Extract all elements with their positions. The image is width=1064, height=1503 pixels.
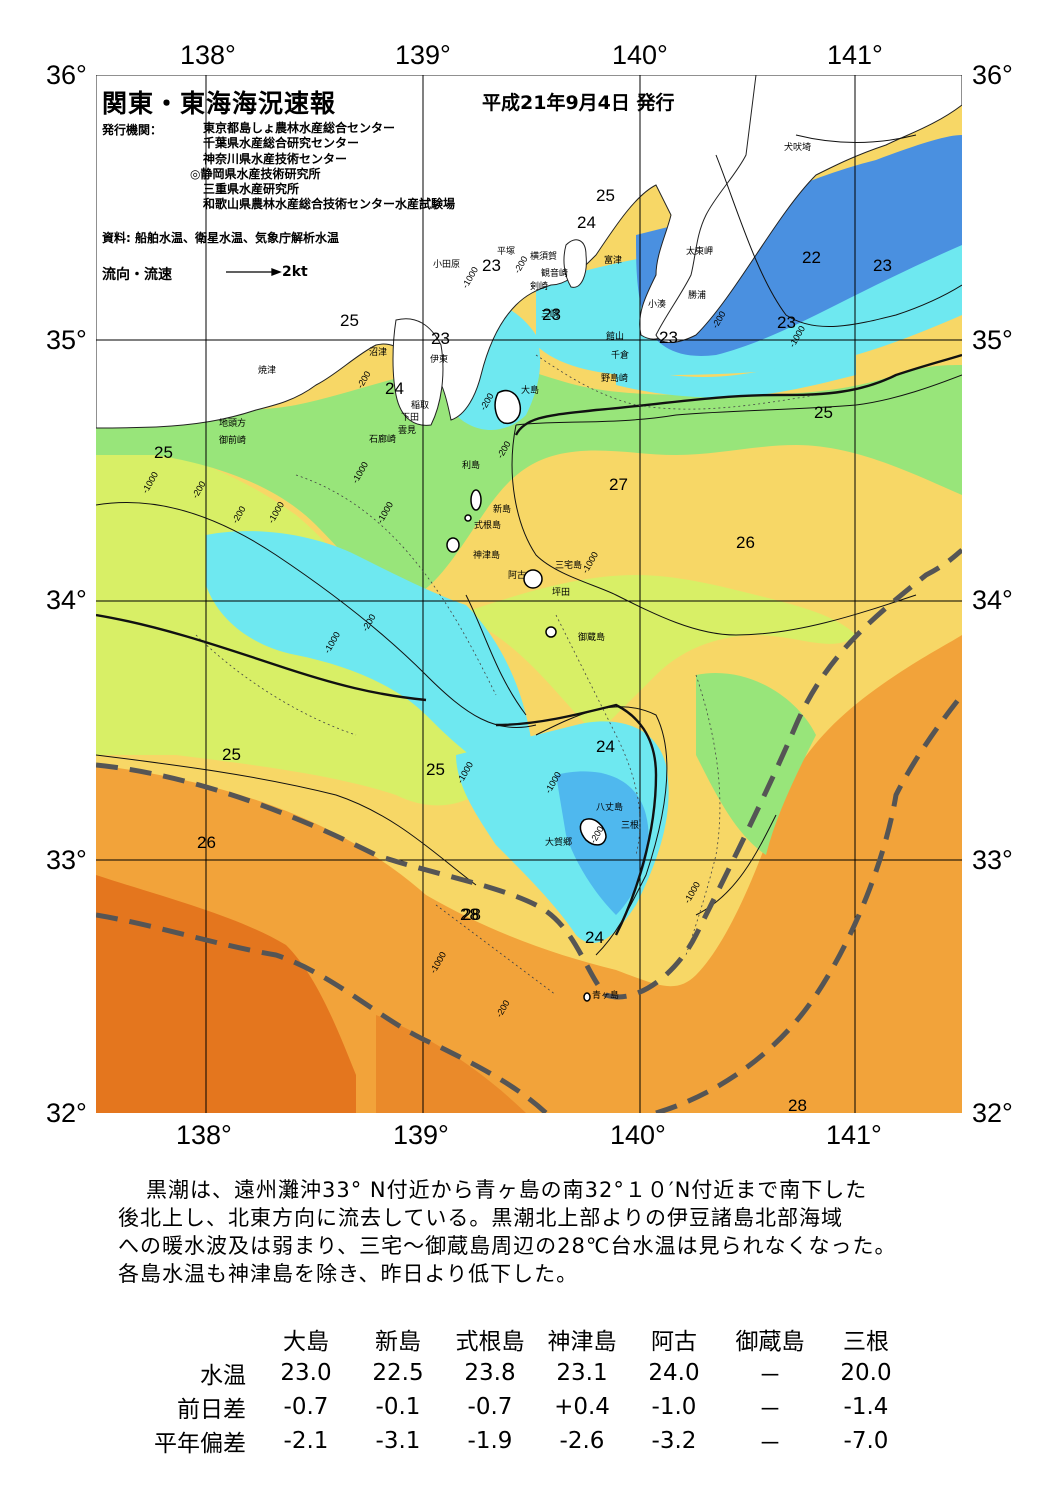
column-header: 御蔵島: [735, 1329, 805, 1355]
lat-tick-35-right: 35°: [972, 325, 1013, 355]
flow-legend-arrow: [226, 268, 282, 276]
table-cell: －: [758, 1431, 782, 1457]
lon-tick-138-top: 138°: [180, 40, 236, 70]
lat-tick-35-left: 35°: [46, 325, 87, 355]
table-cell: -2.6: [559, 1428, 605, 1454]
island-oshima: [494, 389, 522, 425]
sea-green-zone: [96, 362, 962, 595]
publisher-item: 神奈川県水産技術センター: [203, 151, 348, 166]
lon-tick-140-bottom: 140°: [610, 1120, 666, 1150]
lat-tick-33-right: 33°: [972, 845, 1013, 875]
lon-tick-140-top: 140°: [612, 40, 668, 70]
lon-tick-139-bottom: 139°: [393, 1120, 449, 1150]
table-cell: -3.2: [651, 1428, 697, 1454]
publisher-label: 発行機関：: [102, 123, 163, 137]
lat-tick-36-right: 36°: [972, 60, 1013, 90]
table-cell: +0.4: [554, 1394, 610, 1420]
lat-tick-36-left: 36°: [46, 60, 87, 90]
table-cell: 20.0: [840, 1360, 892, 1386]
column-header: 阿古: [651, 1329, 697, 1355]
island-hachijojima: [579, 818, 607, 846]
table-cell: -0.7: [283, 1394, 329, 1420]
description-line: 後北上し、北東方向に流去している。黒潮北上部よりの伊豆諸島北部海域: [118, 1206, 843, 1230]
table-corner: [140, 1322, 260, 1356]
kuroshio-path-outer: [96, 912, 548, 1113]
table-row: 前日差 -0.7 -0.1 -0.7 +0.4 -1.0 － -1.4: [140, 1390, 912, 1424]
flow-legend-label: 流向・流速: [102, 267, 172, 283]
column-header: 三根: [843, 1329, 889, 1355]
sea-green-zone-2: [696, 673, 816, 855]
table-header-row: 大島 新島 式根島 神津島 阿古 御蔵島 三根: [140, 1322, 912, 1356]
publisher-item: 東京都島しょ農林水産総合センター: [203, 121, 396, 135]
sea-dark-orange-zone-2: [376, 1015, 526, 1113]
lat-tick-34-left: 34°: [46, 585, 87, 615]
table-row: 平年偏差 -2.1 -3.1 -1.9 -2.6 -3.2 － -7.0: [140, 1424, 912, 1458]
table-cell: 24.0: [648, 1360, 700, 1386]
table-cell: 23.0: [280, 1360, 332, 1386]
isotherm-lines-bold: [96, 353, 962, 936]
lon-tick-141-bottom: 141°: [826, 1120, 882, 1150]
table-cell: －: [758, 1397, 782, 1423]
row-header: 前日差: [177, 1397, 246, 1423]
column-header: 神津島: [547, 1329, 617, 1355]
lon-tick-139-top: 139°: [395, 40, 451, 70]
table-cell: -1.9: [467, 1428, 513, 1454]
island-aogashima: [583, 992, 591, 1002]
row-header: 平年偏差: [154, 1431, 246, 1457]
sea-cyan-nozima: [616, 345, 856, 398]
table-cell: -0.7: [467, 1394, 513, 1420]
publisher-list: 東京都島しょ農林水産総合センター 千葉県水産総合研究センター 神奈川県水産技術セ…: [190, 121, 455, 213]
column-header: 式根島: [455, 1329, 525, 1355]
publisher-item: 三重県水産研究所: [203, 182, 300, 197]
kuroshio-path-main: [96, 548, 962, 1000]
flow-legend-unit: 2kt: [282, 264, 308, 280]
data-source: 資料: 船舶水温、衛星水温、気象庁解析水温: [102, 231, 339, 245]
lat-tick-32-left: 32°: [46, 1098, 87, 1128]
description-line: 各島水温も神津島を除き、昨日より低下した。: [118, 1262, 579, 1286]
land-boso: [655, 75, 962, 343]
description-line: 黒潮は、遠州灘沖33° N付近から青ヶ島の南32°１０′N付近まで南下した: [146, 1178, 868, 1202]
island-niijima: [470, 489, 482, 511]
table-cell: -2.1: [283, 1428, 329, 1454]
island-water-temperature-table: 大島 新島 式根島 神津島 阿古 御蔵島 三根 水温 23.0 22.5 23.…: [140, 1322, 912, 1458]
table-cell: -0.1: [375, 1394, 421, 1420]
column-header: 新島: [375, 1329, 421, 1355]
lat-tick-32-right: 32°: [972, 1098, 1013, 1128]
publisher-item: 千葉県水産総合研究センター: [203, 136, 360, 151]
sea-dark-orange-zone: [96, 875, 356, 1113]
land-izu-peninsula: [392, 318, 444, 426]
island-miyakejima: [523, 569, 543, 589]
table-row: 水温 23.0 22.5 23.8 23.1 24.0 － 20.0: [140, 1356, 912, 1390]
table-cell: -7.0: [843, 1428, 889, 1454]
sea-temperature-map: [96, 75, 962, 1113]
description-line: への暖水波及は弱まり、三宅～御蔵島周辺の28℃台水温は見られなくなった。: [118, 1234, 897, 1258]
lon-tick-138-bottom: 138°: [176, 1120, 232, 1150]
island-mikurajima: [545, 626, 557, 638]
table-cell: -1.0: [651, 1394, 697, 1420]
island-shikinejima: [464, 514, 472, 522]
kuroshio-path-east: [655, 693, 962, 1113]
lat-tick-33-left: 33°: [46, 845, 87, 875]
publisher-item: ◎静岡県水産技術研究所: [190, 166, 321, 181]
table-cell: -3.1: [375, 1428, 421, 1454]
table-cell: 23.1: [556, 1360, 608, 1386]
situation-description: 黒潮は、遠州灘沖33° N付近から青ヶ島の南32°１０′N付近まで南下した 後北…: [118, 1176, 896, 1288]
table-cell: 23.8: [464, 1360, 516, 1386]
table-cell: 22.5: [372, 1360, 424, 1386]
issue-date: 平成21年9月4日 発行: [482, 92, 675, 114]
map-title: 関東・東海海況速報: [102, 89, 337, 118]
island-kozushima: [446, 537, 460, 553]
lat-tick-34-right: 34°: [972, 585, 1013, 615]
row-header: 水温: [200, 1363, 246, 1389]
publisher-item: 和歌山県農林水産総合技術センター水産試験場: [203, 197, 456, 212]
land-miura: [563, 239, 587, 288]
isotherm-lines: [96, 134, 962, 956]
sea-cyan-west: [206, 531, 532, 775]
table-cell: －: [758, 1363, 782, 1389]
column-header: 大島: [283, 1329, 329, 1355]
depth-contours: [195, 354, 817, 996]
table-cell: -1.4: [843, 1394, 889, 1420]
lon-tick-141-top: 141°: [827, 40, 883, 70]
